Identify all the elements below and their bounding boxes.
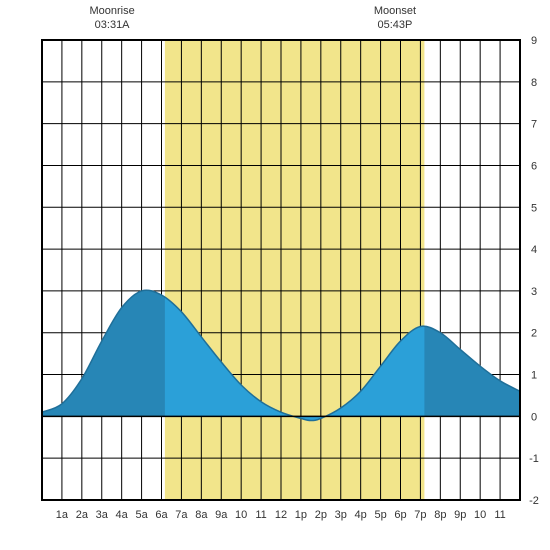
x-tick-label: 2p (315, 509, 327, 521)
y-tick-label: 8 (531, 77, 537, 89)
daylight-band (165, 40, 425, 500)
x-tick-label: 3p (335, 509, 347, 521)
chart-svg: 1a2a3a4a5a6a7a8a9a1011121p2p3p4p5p6p7p8p… (0, 0, 550, 550)
y-tick-label: 3 (531, 286, 537, 298)
x-tick-label: 9a (215, 509, 228, 521)
moonrise-label: Moonrise (89, 5, 134, 17)
x-tick-label: 6p (394, 509, 406, 521)
moonset-label: Moonset (374, 5, 416, 17)
x-tick-label: 3a (96, 509, 109, 521)
y-tick-label: 1 (531, 370, 537, 382)
x-tick-label: 1a (56, 509, 69, 521)
tide-chart: 1a2a3a4a5a6a7a8a9a1011121p2p3p4p5p6p7p8p… (0, 0, 550, 550)
x-tick-label: 1p (295, 509, 307, 521)
moonrise-time: 03:31A (95, 19, 131, 31)
x-tick-label: 4p (355, 509, 367, 521)
y-tick-label: -1 (529, 453, 539, 465)
x-tick-label: 5a (135, 509, 148, 521)
y-tick-label: 4 (531, 244, 537, 256)
x-tick-label: 12 (275, 509, 287, 521)
y-tick-label: -2 (529, 495, 539, 507)
y-tick-label: 2 (531, 328, 537, 340)
x-tick-label: 9p (454, 509, 466, 521)
y-tick-label: 9 (531, 35, 537, 47)
y-tick-label: 7 (531, 119, 537, 131)
x-tick-label: 7p (414, 509, 426, 521)
y-tick-label: 5 (531, 202, 537, 214)
y-tick-label: 6 (531, 160, 537, 172)
x-tick-label: 5p (374, 509, 386, 521)
x-tick-label: 11 (494, 509, 505, 521)
moonset-time: 05:43P (377, 19, 412, 31)
x-tick-label: 4a (116, 509, 129, 521)
x-tick-label: 11 (255, 509, 266, 521)
x-tick-label: 8a (195, 509, 208, 521)
x-tick-label: 6a (155, 509, 168, 521)
x-tick-label: 2a (76, 509, 89, 521)
x-tick-label: 8p (434, 509, 446, 521)
x-tick-label: 7a (175, 509, 188, 521)
x-tick-label: 10 (235, 509, 247, 521)
x-tick-label: 10 (474, 509, 486, 521)
y-tick-label: 0 (531, 411, 537, 423)
